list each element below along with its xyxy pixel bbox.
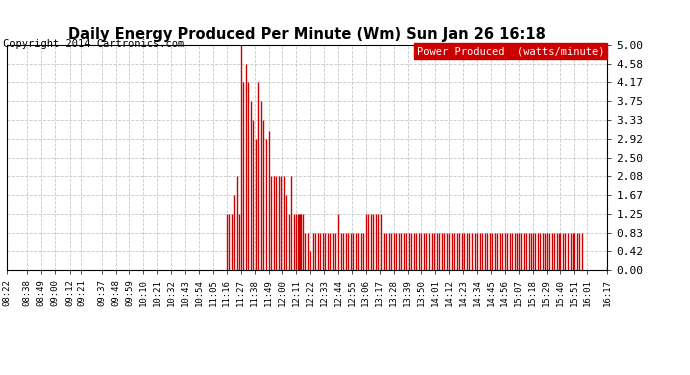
Title: Daily Energy Produced Per Minute (Wm) Sun Jan 26 16:18: Daily Energy Produced Per Minute (Wm) Su… — [68, 27, 546, 42]
Text: Copyright 2014 Cartronics.com: Copyright 2014 Cartronics.com — [3, 39, 185, 50]
Text: Power Produced  (watts/minute): Power Produced (watts/minute) — [417, 46, 604, 56]
